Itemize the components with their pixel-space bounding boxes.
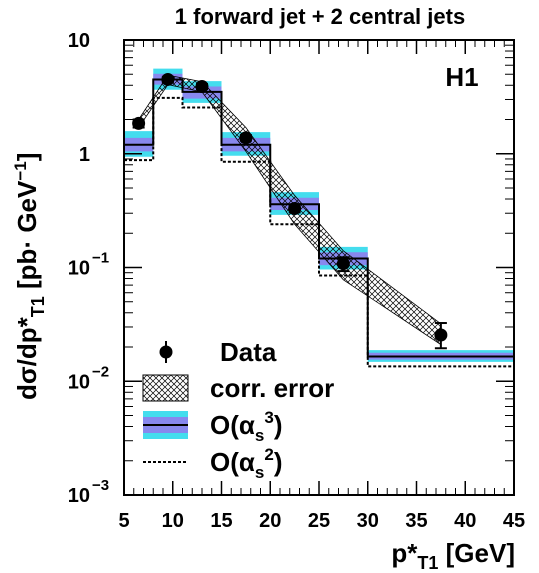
y-tick-exponent: −2: [92, 363, 109, 380]
x-tick-label: 5: [118, 510, 129, 532]
chart-title: 1 forward jet + 2 central jets: [175, 4, 465, 29]
y-tick-label: 10: [68, 30, 90, 52]
plot-area: [123, 39, 515, 496]
x-tick-label: 15: [210, 510, 232, 532]
legend-entry-label: corr. error: [210, 373, 334, 403]
x-tick-label: 10: [162, 510, 184, 532]
data-point: [288, 202, 302, 216]
y-tick-label: 10: [68, 485, 90, 507]
nlo-histogram-line: [124, 78, 514, 358]
x-tick-label: 25: [308, 510, 330, 532]
x-tick-label: 40: [454, 510, 476, 532]
x-tick-labels: 5 10 15 20 25 30 35 40 45: [118, 510, 525, 532]
y-tick-label: 10: [68, 258, 90, 280]
y-tick-exponent: −3: [92, 477, 109, 494]
y-axis-label: dσ/dp*T1 [pb· GeV−1]: [11, 153, 48, 400]
legend-entry-label: O(αs3): [210, 408, 282, 445]
x-tick-label: 35: [405, 510, 427, 532]
legend-entry-label: Data: [220, 337, 277, 367]
data-point: [434, 328, 448, 342]
legend-data-marker: [159, 345, 173, 359]
y-tick-label: 1: [79, 144, 90, 166]
x-tick-label: 30: [357, 510, 379, 532]
y-tick-exponent: −1: [92, 250, 109, 267]
data-point: [239, 131, 253, 145]
y-tick-label: 10: [68, 371, 90, 393]
legend-entry-label: O(αs2): [210, 445, 282, 482]
legend-corr-error-swatch: [142, 374, 189, 402]
data-point: [161, 72, 175, 86]
experiment-label: H1: [445, 62, 478, 92]
x-tick-label: 45: [503, 510, 525, 532]
x-tick-label: 20: [259, 510, 281, 532]
legend: Data corr. error O(αs3)O(αs2): [142, 337, 334, 482]
x-axis-label: p*T1 [GeV]: [391, 538, 515, 573]
data-point: [336, 257, 350, 271]
data-point: [195, 80, 209, 94]
data-point: [132, 116, 146, 130]
